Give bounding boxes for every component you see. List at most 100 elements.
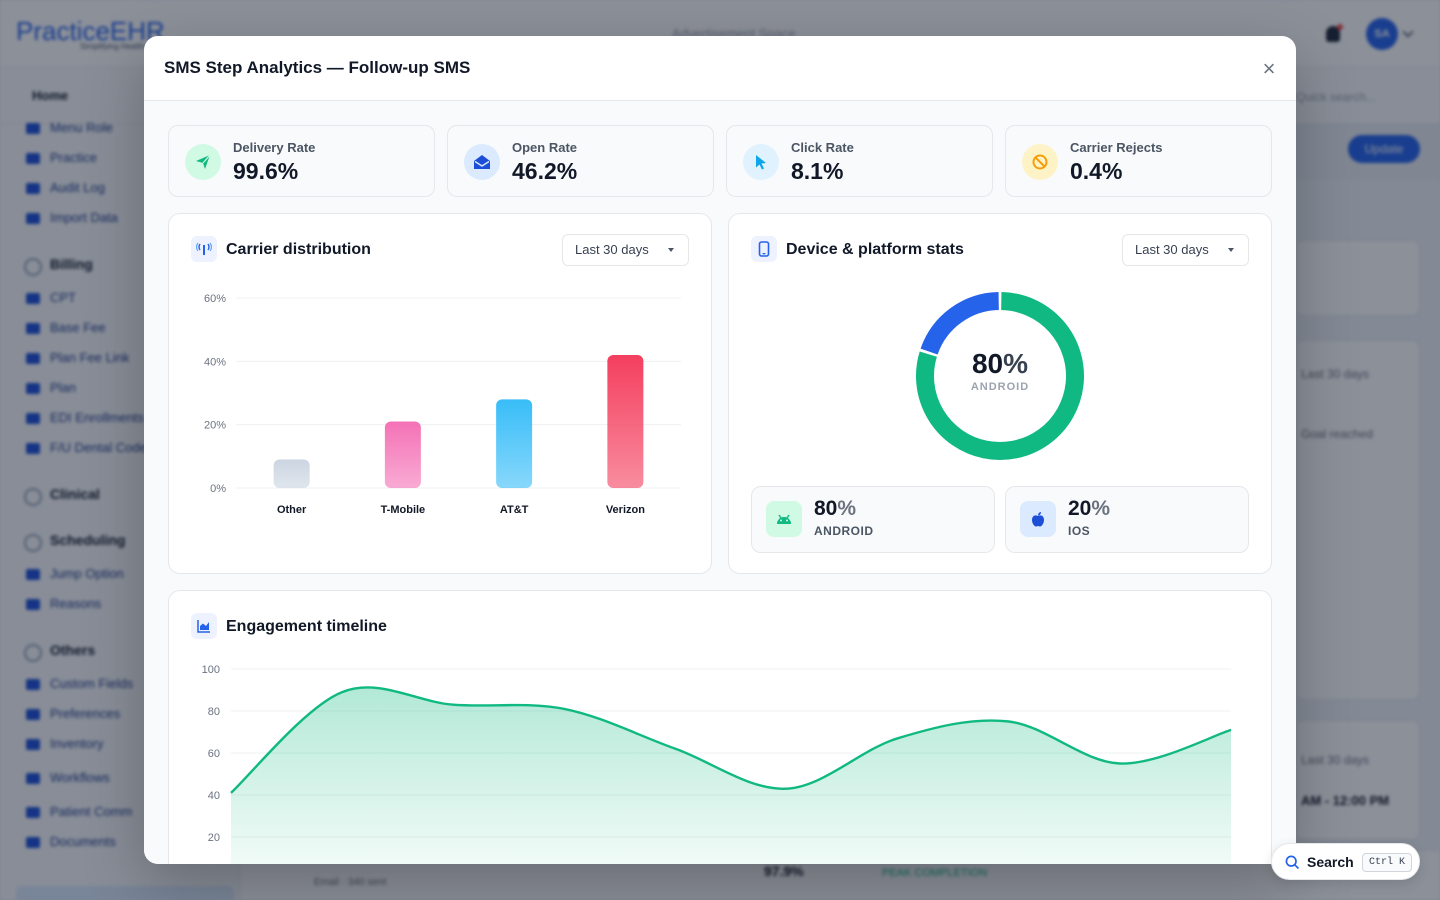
carrier-range-dropdown[interactable]: Last 30 days (562, 234, 689, 266)
bg-range: Last 30 days (1301, 753, 1370, 767)
engagement-area-chart: 20 40 60 80 100 (202, 664, 1232, 864)
paper-plane-icon (185, 144, 221, 180)
card-title: Engagement timeline (226, 618, 387, 635)
platform-android: 80% ANDROID (751, 486, 995, 553)
kpi-open-rate: Open Rate 46.2% (447, 125, 714, 197)
dropdown-value: Last 30 days (575, 242, 649, 257)
device-range-dropdown[interactable]: Last 30 days (1122, 234, 1249, 266)
sidebar-item[interactable]: Custom Fields (26, 676, 133, 694)
sidebar-active-highlight (16, 886, 234, 900)
caret-down-icon (668, 248, 674, 252)
kpi-click-rate: Click Rate 8.1% (726, 125, 993, 197)
area-chart-icon (191, 613, 217, 639)
kpi-value: 8.1% (791, 158, 844, 184)
platform-ios: 20% IOS (1005, 486, 1249, 553)
y-tick-label: 20 (208, 832, 220, 844)
modal-title: SMS Step Analytics — Follow-up SMS (164, 58, 471, 77)
app-logo: PracticeEHR Simplifying Healthcare (16, 16, 165, 51)
sidebar-item[interactable]: Audit Log (26, 180, 105, 198)
engagement-timeline-card: Engagement timeline 20 40 60 80 100 (168, 590, 1272, 864)
sidebar-item[interactable]: EDI Enrollments (26, 410, 144, 428)
kpi-label: Delivery Rate (233, 140, 316, 155)
sidebar-item-workflows[interactable]: Workflows (26, 770, 110, 788)
bg-range: Last 30 days (1301, 367, 1370, 381)
bg-time: AM - 12:00 PM (1301, 793, 1390, 808)
kpi-label: Open Rate (512, 140, 578, 155)
sidebar-item[interactable]: F/U Dental Code (26, 440, 147, 458)
bar[interactable] (607, 355, 644, 488)
y-tick-label: 80 (208, 706, 220, 718)
close-icon[interactable]: × (1262, 56, 1276, 81)
nav-home[interactable]: Home (32, 88, 69, 103)
donut-slice[interactable] (920, 292, 1000, 355)
donut-center-value: 80% (971, 348, 1029, 379)
bar[interactable] (496, 399, 533, 488)
x-tick-label: AT&T (500, 504, 529, 516)
card-title: Device & platform stats (786, 241, 964, 258)
android-icon (766, 501, 802, 537)
sidebar-group-others[interactable]: Others (24, 642, 95, 662)
y-tick-label: 60 (208, 748, 220, 760)
bg-bottom-sub: Email · 340 sent (314, 877, 387, 888)
bg-bottom-badge: PEAK COMPLETION (882, 867, 988, 879)
search-button[interactable]: Search Ctrl K (1271, 843, 1420, 880)
device-platform-card: Device & platform stats Last 30 days 80%… (728, 213, 1272, 574)
kpi-label: Carrier Rejects (1070, 140, 1163, 155)
sidebar-item[interactable]: Base Fee (26, 320, 106, 338)
apple-icon (1020, 501, 1056, 537)
y-tick-label: 40 (208, 790, 220, 802)
sidebar-item[interactable]: Plan Fee Link (26, 350, 130, 368)
bar[interactable] (273, 459, 310, 489)
kpi-carrier-rejects: Carrier Rejects 0.4% (1005, 125, 1272, 197)
y-tick-label: 60% (204, 293, 226, 305)
device-donut-chart (916, 292, 1084, 460)
ban-icon (1022, 144, 1058, 180)
sidebar-group-billing[interactable]: Billing (24, 256, 93, 276)
sidebar-item[interactable]: Inventory (26, 736, 103, 754)
modal-header: SMS Step Analytics — Follow-up SMS × (144, 36, 1296, 101)
x-tick-label: T-Mobile (381, 504, 426, 516)
card-title: Carrier distribution (226, 241, 371, 258)
avatar[interactable]: SA (1366, 18, 1398, 50)
kpi-value: 99.6% (233, 158, 299, 184)
donut-slice[interactable] (916, 292, 1084, 460)
sidebar-item[interactable]: CPT (26, 290, 76, 308)
sidebar-item[interactable]: Jump Option (26, 566, 124, 584)
sidebar-item[interactable]: Import Data (26, 210, 118, 228)
sidebar-group-scheduling[interactable]: Scheduling (24, 532, 125, 552)
search-icon (1285, 855, 1300, 870)
bar[interactable] (384, 421, 421, 489)
y-tick-label: 40% (204, 356, 226, 368)
platform-label: ANDROID (814, 524, 874, 538)
sidebar-item[interactable]: Practice (26, 150, 97, 168)
carrier-bar-chart: 0% 20% 40% 60% Other T-Mobile AT&T Verizon (204, 293, 681, 516)
update-button[interactable]: Update (1348, 135, 1420, 163)
series-line[interactable] (230, 686, 1232, 794)
sidebar-item[interactable]: Patient Comm (26, 804, 132, 822)
sidebar-item[interactable]: Preferences (26, 706, 120, 724)
notification-bell-icon[interactable] (1326, 24, 1343, 42)
sidebar-item[interactable]: Plan (26, 380, 76, 398)
sidebar-item[interactable]: Menu Role (26, 120, 113, 138)
bg-card: Last 30 days Goal reached (1296, 340, 1420, 700)
sidebar-group-clinical[interactable]: Clinical (24, 486, 100, 506)
cursor-icon (743, 144, 779, 180)
sidebar-item[interactable]: Reasons (26, 596, 101, 614)
donut-center-label: ANDROID (970, 381, 1030, 393)
kpi-value: 46.2% (512, 158, 578, 184)
bg-card (1296, 240, 1420, 316)
area-fill (231, 687, 1231, 864)
kpi-label: Click Rate (791, 140, 854, 155)
y-tick-label: 20% (204, 420, 226, 432)
signal-tower-icon (191, 236, 217, 262)
search-label: Search (1307, 854, 1354, 870)
x-tick-label: Verizon (606, 504, 645, 516)
bg-bottom-value: 97.9% (764, 863, 804, 879)
sidebar-item[interactable]: Documents (26, 834, 116, 852)
app-logo-subtitle: Simplifying Healthcare (80, 42, 160, 51)
caret-down-icon (1228, 248, 1234, 252)
envelope-open-icon (464, 144, 500, 180)
y-tick-label: 0% (210, 483, 226, 495)
nav-search-input[interactable]: Quick search... (1296, 90, 1377, 104)
platform-value: 20% (1068, 497, 1111, 520)
